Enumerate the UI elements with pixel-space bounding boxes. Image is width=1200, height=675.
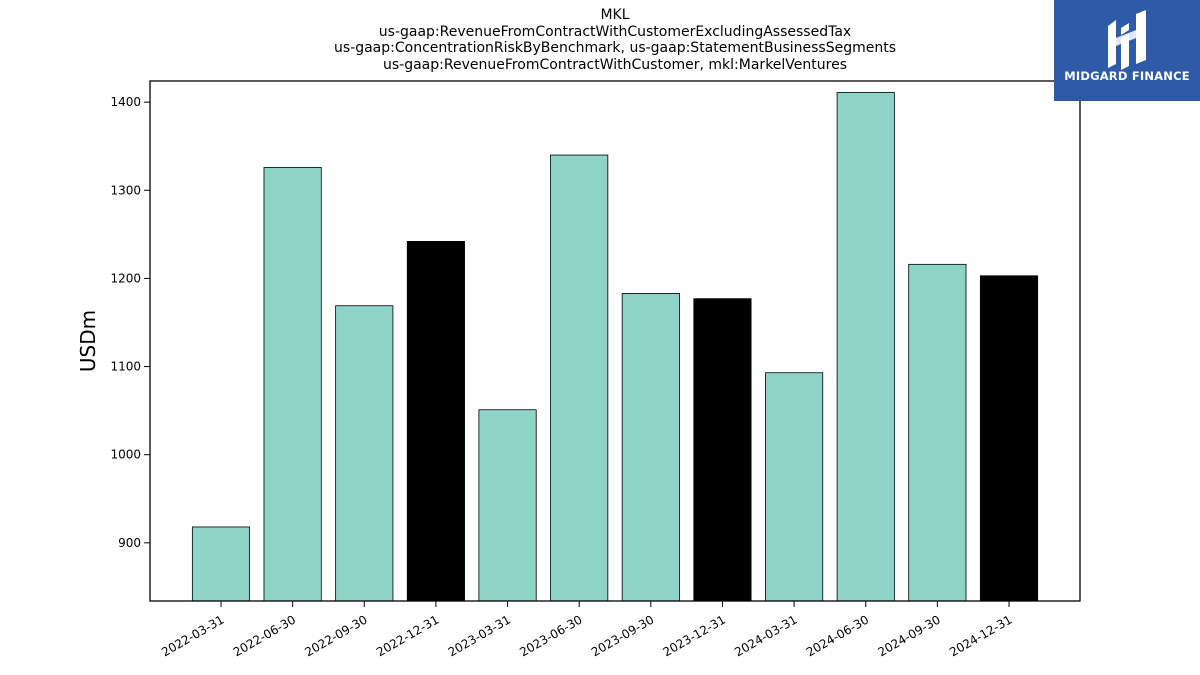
y-tick-label: 1100 bbox=[110, 360, 141, 374]
bar-2023-09-30 bbox=[621, 293, 680, 602]
title-line: us-gaap:RevenueFromContractWithCustomerE… bbox=[378, 23, 852, 40]
logo-mark-icon bbox=[1108, 10, 1146, 70]
title-line: MKL bbox=[600, 7, 630, 23]
x-tick-label: 2022-12-31 bbox=[374, 612, 441, 659]
y-axis-label: USDm bbox=[76, 310, 100, 372]
title-line: us-gaap:RevenueFromContractWithCustomer,… bbox=[382, 56, 847, 73]
bar-2023-03-31 bbox=[478, 409, 537, 602]
midgard-finance-logo: MIDGARD FINANCE bbox=[1054, 0, 1200, 101]
bar-2024-03-31 bbox=[765, 372, 824, 602]
x-tick-label: 2023-09-30 bbox=[589, 612, 656, 659]
plot-frame bbox=[149, 80, 1081, 602]
bar-2022-09-30 bbox=[335, 305, 394, 602]
x-tick-label: 2024-12-31 bbox=[947, 612, 1014, 659]
logo-text: MIDGARD FINANCE bbox=[1064, 69, 1190, 83]
x-axis: 2022-03-31 2022-06-30 2022-09-30 2022-12-31… bbox=[159, 601, 1015, 659]
bar-2024-09-30 bbox=[908, 263, 967, 602]
x-tick-label: 2023-06-30 bbox=[517, 612, 584, 659]
bar-2022-12-31 bbox=[406, 241, 465, 602]
y-axis: 900 1000 1100 1200 1300 1400 bbox=[110, 95, 150, 550]
x-tick-label: 2023-03-31 bbox=[446, 612, 513, 659]
x-tick-label: 2022-03-31 bbox=[159, 612, 226, 659]
x-tick-label: 2022-06-30 bbox=[231, 612, 298, 659]
bar-2024-06-30 bbox=[836, 92, 895, 602]
bars bbox=[191, 92, 1039, 602]
x-tick-label: 2022-09-30 bbox=[302, 612, 369, 659]
y-tick-label: 900 bbox=[118, 536, 141, 550]
title-line: us-gaap:ConcentrationRiskByBenchmark, us… bbox=[333, 40, 897, 56]
chart-title: MKL us-gaap:RevenueFromContractWithCusto… bbox=[150, 7, 1080, 73]
x-tick-label: 2024-03-31 bbox=[732, 612, 799, 659]
bar-2022-06-30 bbox=[263, 166, 322, 602]
bar-2024-12-31 bbox=[979, 275, 1039, 602]
x-tick-label: 2023-12-31 bbox=[661, 612, 728, 659]
y-tick-label: 1000 bbox=[110, 448, 141, 462]
bar-2023-06-30 bbox=[550, 154, 609, 602]
x-tick-label: 2024-06-30 bbox=[804, 612, 871, 659]
bar-2023-12-31 bbox=[693, 298, 752, 602]
y-tick-label: 1300 bbox=[110, 183, 141, 197]
x-tick-label: 2024-09-30 bbox=[875, 612, 942, 659]
y-tick-label: 1200 bbox=[110, 271, 141, 285]
bar-2022-03-31 bbox=[191, 526, 251, 602]
y-tick-label: 1400 bbox=[110, 95, 141, 109]
